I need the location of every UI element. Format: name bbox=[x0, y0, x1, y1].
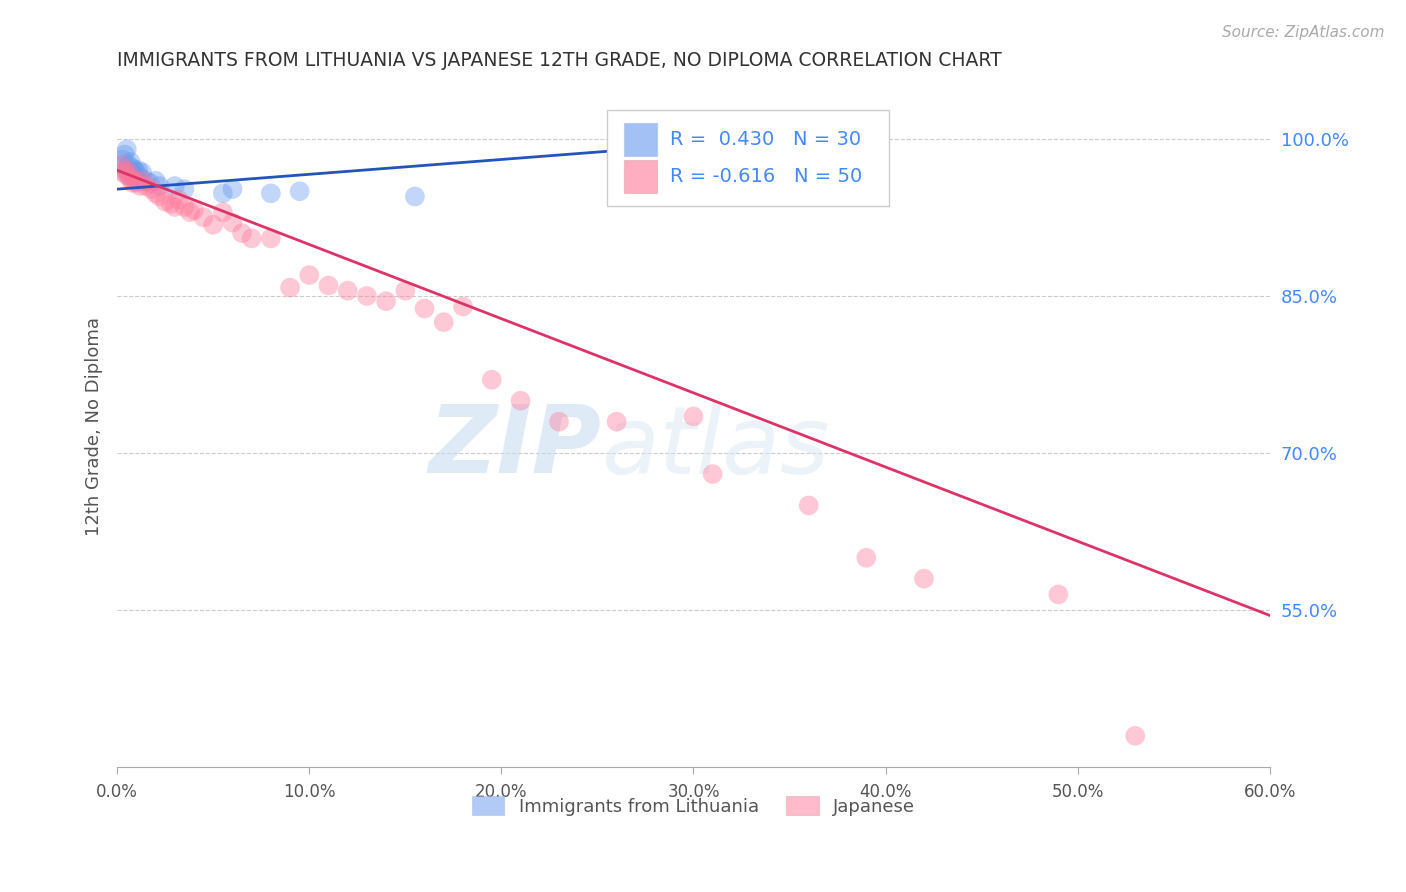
Point bbox=[111, 153, 134, 167]
Point bbox=[124, 169, 146, 183]
Point bbox=[118, 169, 141, 183]
Text: ZIP: ZIP bbox=[429, 401, 602, 493]
Point bbox=[135, 174, 157, 188]
Point bbox=[260, 186, 283, 201]
Point bbox=[173, 200, 195, 214]
Point bbox=[231, 226, 253, 240]
Point bbox=[145, 174, 167, 188]
Point bbox=[240, 231, 263, 245]
Bar bbox=[624, 123, 657, 156]
Point bbox=[121, 169, 143, 183]
Point bbox=[120, 165, 142, 179]
Point bbox=[211, 186, 233, 201]
Point bbox=[163, 179, 186, 194]
Point bbox=[336, 284, 359, 298]
Text: atlas: atlas bbox=[602, 401, 830, 492]
Point bbox=[121, 161, 143, 176]
Bar bbox=[624, 160, 657, 193]
Point bbox=[163, 200, 186, 214]
Point bbox=[129, 179, 152, 194]
Point bbox=[183, 203, 205, 218]
Point bbox=[120, 171, 142, 186]
Point bbox=[145, 186, 167, 201]
Point bbox=[221, 216, 243, 230]
Point bbox=[118, 165, 141, 179]
Point bbox=[127, 163, 149, 178]
Point bbox=[912, 572, 935, 586]
Point bbox=[509, 393, 531, 408]
Point bbox=[129, 170, 152, 185]
Point bbox=[394, 284, 416, 298]
Point bbox=[124, 163, 146, 178]
Point bbox=[121, 176, 143, 190]
Point bbox=[278, 280, 301, 294]
Text: IMMIGRANTS FROM LITHUANIA VS JAPANESE 12TH GRADE, NO DIPLOMA CORRELATION CHART: IMMIGRANTS FROM LITHUANIA VS JAPANESE 12… bbox=[117, 51, 1002, 70]
Point bbox=[115, 169, 138, 183]
Point bbox=[167, 193, 190, 207]
Point bbox=[125, 176, 148, 190]
Point bbox=[759, 132, 782, 146]
Point bbox=[288, 184, 311, 198]
Point bbox=[118, 158, 141, 172]
Point bbox=[173, 182, 195, 196]
Point bbox=[131, 174, 153, 188]
Point bbox=[148, 189, 170, 203]
Point bbox=[179, 205, 201, 219]
Point bbox=[111, 165, 134, 179]
Point bbox=[120, 155, 142, 169]
Point bbox=[260, 231, 283, 245]
Point bbox=[125, 174, 148, 188]
Point bbox=[433, 315, 456, 329]
Point bbox=[682, 409, 704, 424]
Point bbox=[115, 163, 138, 178]
Point bbox=[125, 165, 148, 179]
Point bbox=[202, 218, 225, 232]
Point bbox=[135, 179, 157, 194]
Point bbox=[160, 196, 183, 211]
Point bbox=[413, 301, 436, 316]
Point bbox=[375, 294, 398, 309]
Legend: Immigrants from Lithuania, Japanese: Immigrants from Lithuania, Japanese bbox=[464, 789, 922, 823]
Point bbox=[702, 467, 724, 481]
FancyBboxPatch shape bbox=[607, 111, 890, 206]
Point bbox=[139, 176, 162, 190]
Point bbox=[124, 174, 146, 188]
Text: R =  0.430   N = 30: R = 0.430 N = 30 bbox=[671, 130, 862, 149]
Point bbox=[1123, 729, 1146, 743]
Point bbox=[356, 289, 378, 303]
Point bbox=[606, 415, 628, 429]
Point bbox=[114, 163, 136, 178]
Text: R = -0.616   N = 50: R = -0.616 N = 50 bbox=[671, 167, 863, 186]
Point bbox=[110, 158, 132, 172]
Point bbox=[115, 142, 138, 156]
Point bbox=[148, 179, 170, 194]
Point bbox=[855, 550, 877, 565]
Point bbox=[110, 158, 132, 172]
Y-axis label: 12th Grade, No Diploma: 12th Grade, No Diploma bbox=[86, 318, 103, 536]
Point bbox=[221, 182, 243, 196]
Point bbox=[155, 194, 177, 209]
Point bbox=[404, 189, 426, 203]
Point bbox=[298, 268, 321, 282]
Text: Source: ZipAtlas.com: Source: ZipAtlas.com bbox=[1222, 25, 1385, 40]
Point bbox=[131, 165, 153, 179]
Point bbox=[193, 211, 215, 225]
Point bbox=[211, 205, 233, 219]
Point bbox=[141, 182, 163, 196]
Point bbox=[1047, 587, 1070, 601]
Point bbox=[114, 147, 136, 161]
Point bbox=[481, 373, 503, 387]
Point bbox=[548, 415, 571, 429]
Point bbox=[318, 278, 340, 293]
Point bbox=[451, 300, 474, 314]
Point bbox=[797, 499, 820, 513]
